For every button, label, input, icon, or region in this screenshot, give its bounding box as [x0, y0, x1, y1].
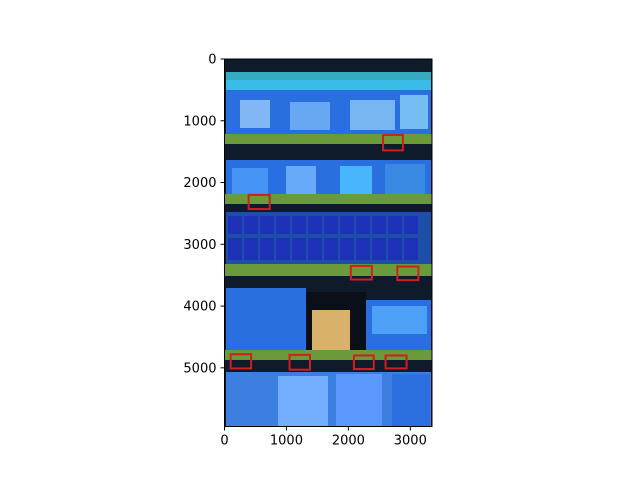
y-tick-label: 0: [208, 53, 216, 68]
x-tick-label: 3000: [394, 434, 427, 449]
detection-box: [352, 354, 375, 371]
bounding-boxes: [229, 133, 420, 371]
detection-box: [229, 353, 253, 370]
detection-box: [247, 193, 271, 211]
y-tick-label: 5000: [183, 361, 216, 376]
x-tick-label: 1000: [270, 434, 303, 449]
y-tick-label: 1000: [183, 114, 216, 129]
y-tick-label: 3000: [183, 238, 216, 253]
y-tick-label: 2000: [183, 176, 216, 191]
x-axis: 0 1000 2000 3000: [220, 426, 427, 449]
axes-frame: [224, 58, 433, 427]
detection-box: [349, 264, 373, 281]
shelf-photo: [224, 59, 432, 427]
x-tick-label: 2000: [332, 434, 365, 449]
detection-box: [384, 354, 408, 370]
x-tick-label: 0: [220, 434, 228, 449]
detection-box: [288, 353, 311, 371]
detection-box: [382, 133, 404, 152]
y-axis: 0 1000 2000 3000 4000 5000: [183, 53, 225, 376]
detection-box: [396, 265, 420, 282]
y-tick-label: 4000: [183, 300, 216, 315]
